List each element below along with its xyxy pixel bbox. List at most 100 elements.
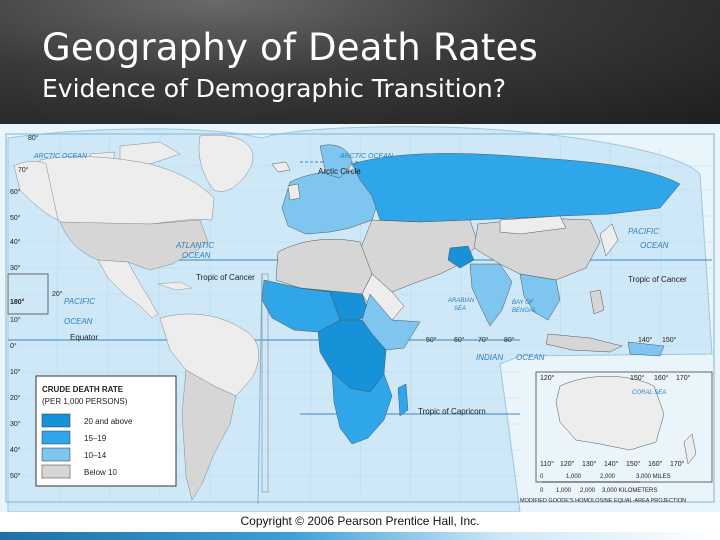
atlantic-ocean-label: ATLANTIC: [175, 241, 214, 250]
bay-of-bengal-label-2: BENGAL: [512, 308, 536, 314]
papua: [627, 341, 665, 357]
lon-160s-label: 160°: [648, 460, 663, 468]
lat-50-label: 50°: [10, 214, 21, 222]
lon-120-label: 120°: [540, 374, 555, 382]
lon-150s-label: 150°: [626, 460, 641, 468]
japan-korea: [599, 223, 619, 257]
new-zealand: [683, 433, 697, 465]
pacific-right-label-2: OCEAN: [640, 241, 669, 250]
slide-title: Geography of Death Rates: [42, 26, 539, 69]
legend-swatch-15-19: [41, 430, 71, 445]
longitude-labels: 50° 60° 70° 80° 120° 150° 160° 170° 140°…: [426, 336, 691, 468]
china: [473, 217, 601, 281]
lat-80-label: 80°: [28, 134, 39, 142]
lon-150b-label: 150°: [662, 336, 677, 344]
pacific-left-label-2: OCEAN: [64, 317, 93, 326]
legend-label-10-14: 10–14: [84, 451, 107, 460]
indian-ocean-box: [261, 273, 269, 493]
legend: CRUDE DEATH RATE (PER 1,000 PERSONS) 20 …: [35, 375, 177, 487]
scale-miles-2000: 2,000: [600, 474, 616, 480]
legend-title: CRUDE DEATH RATE: [42, 385, 124, 394]
lat-20-label: 20°: [52, 290, 63, 298]
caribbean: [157, 281, 193, 291]
pacific-right-label: PACIFIC: [628, 227, 659, 236]
lon-130s-label: 130°: [582, 460, 597, 468]
copyright-notice: Copyright © 2006 Pearson Prentice Hall, …: [240, 514, 480, 528]
tropic-cancer-left-label: Tropic of Cancer: [196, 273, 255, 282]
lon-110s-label: 110°: [540, 460, 554, 468]
indonesia-philippines: [545, 289, 623, 353]
lon-160-label: 160°: [654, 374, 669, 382]
legend-subtitle: (PER 1,000 PERSONS): [42, 397, 128, 406]
usa: [59, 219, 209, 271]
lat-40-label: 40°: [10, 238, 21, 246]
tropic-capricorn-label: Tropic of Capricorn: [418, 407, 486, 416]
india: [469, 263, 513, 327]
lat-0-label: 0°: [10, 342, 17, 350]
uk-iceland: [271, 161, 301, 201]
lon-140s-label: 140°: [604, 460, 619, 468]
tropic-cancer-right-label: Tropic of Cancer: [628, 275, 687, 284]
projection-interruption: [257, 273, 263, 505]
lon-170s-label: 170°: [670, 460, 685, 468]
lon-70-label: 70°: [478, 336, 489, 344]
lat-40s-label: 40°: [10, 446, 21, 454]
line-labels: Arctic Circle Tropic of Cancer Tropic of…: [70, 167, 687, 416]
world-death-rate-map: ARCTIC OCEAN ARCTIC OCEAN ATLANTIC OCEAN…: [0, 124, 720, 512]
pacific-inset-box: [7, 273, 49, 315]
lon-80-label: 80°: [504, 336, 515, 344]
arctic-ocean-label-right: ARCTIC OCEAN: [339, 153, 394, 160]
mongolia: [499, 215, 567, 235]
legend-swatch-10-14: [41, 447, 71, 462]
lon-150-label: 150°: [630, 374, 645, 382]
indian-ocean-label-2: OCEAN: [516, 353, 545, 362]
slide-subtitle: Evidence of Demographic Transition?: [42, 74, 507, 103]
scale-km-2000: 2,000: [580, 488, 596, 494]
southern-africa: [331, 371, 393, 445]
scale-miles-3000: 3,000 MILES: [636, 474, 671, 480]
scale-miles-0: 0: [540, 474, 544, 480]
projection-label: MODIFIED GOODE'S HOMOLOSINE EQUAL-AREA P…: [520, 498, 686, 504]
south-america-south: [181, 369, 237, 501]
lat-10-label: 10°: [10, 316, 21, 324]
coral-sea-label: CORAL SEA: [632, 390, 666, 396]
lon-120s-label: 120°: [560, 460, 575, 468]
alaska: [13, 161, 59, 221]
slide-bottom-bar: [0, 532, 720, 540]
lat-50s-label: 50°: [10, 472, 21, 480]
lon-170-label: 170°: [676, 374, 691, 382]
arctic-circle-label: Arctic Circle: [318, 167, 361, 176]
lon-50-label: 50°: [426, 336, 437, 344]
latitude-labels: 80° 70° 60° 50° 40° 30° 180° 20° 10° 0° …: [10, 134, 63, 480]
legend-label-below-10: Below 10: [84, 468, 117, 477]
legend-label-20-above: 20 and above: [84, 417, 133, 426]
afghanistan: [447, 245, 475, 269]
scale-miles-1000: 1,000: [566, 474, 582, 480]
scale-km-0: 0: [540, 488, 544, 494]
lat-30-label: 30°: [10, 264, 21, 272]
mexico-central-america: [97, 259, 159, 319]
bay-of-bengal-label: BAY OF: [512, 300, 534, 306]
lat-180-label: 180°: [10, 298, 25, 306]
title-banner: Geography of Death Rates Evidence of Dem…: [0, 0, 720, 124]
lat-10s-label: 10°: [10, 368, 21, 376]
scale-km-3000: 3,000 KILOMETERS: [602, 488, 657, 494]
lat-60-label: 60°: [10, 188, 21, 196]
arabian-sea-label: ARABIAN: [447, 298, 475, 304]
lat-20s-label: 20°: [10, 394, 21, 402]
lon-60-label: 60°: [454, 336, 465, 344]
scale-bar: 0 1,000 2,000 3,000 MILES 0 1,000 2,000 …: [520, 474, 686, 504]
legend-swatch-below-10: [41, 464, 71, 479]
lat-70-label: 70°: [18, 166, 29, 174]
arctic-ocean-label-left: ARCTIC OCEAN: [33, 153, 88, 160]
legend-label-15-19: 15–19: [84, 434, 107, 443]
australia: [555, 376, 665, 451]
southeast-asia: [519, 273, 561, 321]
scandinavia: [319, 144, 353, 179]
equator-label: Equator: [70, 333, 98, 342]
arabian-sea-label-2: SEA: [454, 306, 466, 312]
ocean-labels: ARCTIC OCEAN ARCTIC OCEAN ATLANTIC OCEAN…: [33, 153, 669, 396]
atlantic-ocean-label-2: OCEAN: [182, 251, 211, 260]
greenland: [198, 134, 254, 192]
legend-swatch-20-above: [41, 413, 71, 428]
